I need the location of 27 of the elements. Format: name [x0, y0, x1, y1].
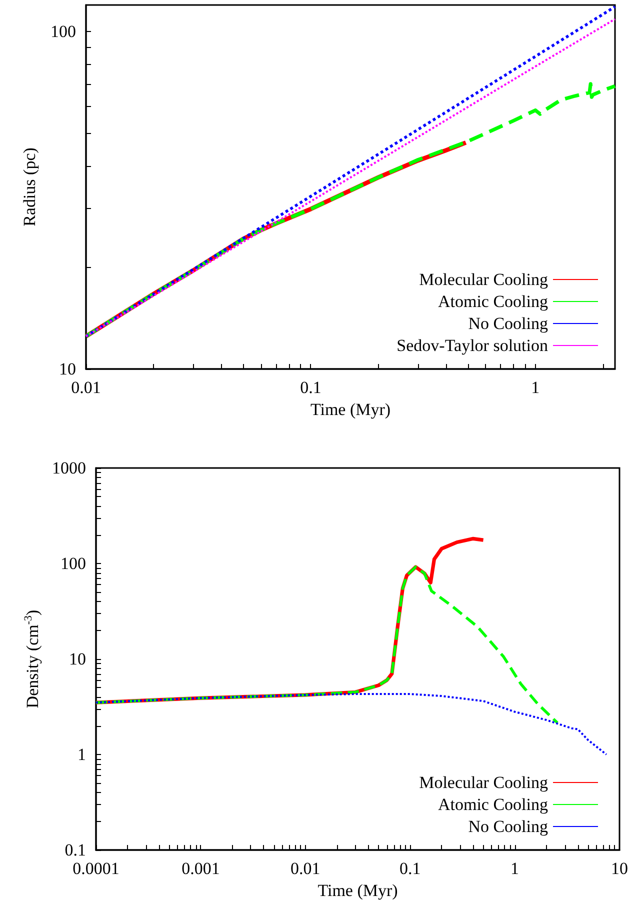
x-tick-label: 0.01	[290, 859, 320, 878]
y-tick-label: 1	[78, 745, 86, 764]
x-axis-title: Time (Myr)	[310, 400, 391, 419]
x-tick-label: 10	[611, 859, 628, 878]
legend-label: Molecular Cooling	[419, 773, 548, 792]
x-tick-label: 0.1	[300, 378, 322, 397]
y-axis-title: Radius (pc)	[20, 148, 39, 226]
y-tick-label: 10	[59, 360, 76, 378]
x-tick-label: 0.01	[71, 378, 101, 397]
y-tick-label: 100	[50, 22, 76, 42]
legend-label: Molecular Cooling	[419, 270, 548, 289]
x-tick-label: 0.1	[399, 859, 421, 878]
x-tick-label: 0.001	[182, 859, 220, 878]
legend-label: Sedov-Taylor solution	[396, 336, 548, 355]
y-tick-label: 1000	[52, 458, 86, 478]
legend-label: Atomic Cooling	[438, 292, 548, 311]
y-tick-label: 100	[60, 554, 86, 573]
x-tick-label: 1	[510, 859, 520, 878]
y-axis-title: Density (cm-3)	[22, 610, 42, 708]
y-tick-label: 10	[69, 650, 86, 668]
legend-label: No Cooling	[468, 817, 548, 836]
x-tick-label: 1	[531, 378, 540, 397]
x-axis-title: Time (Myr)	[318, 881, 398, 900]
x-tick-label: 0.0001	[72, 859, 120, 878]
legend-label: Atomic Cooling	[438, 795, 548, 814]
y-tick-label: 0.1	[64, 840, 86, 860]
legend-label: No Cooling	[468, 314, 548, 333]
